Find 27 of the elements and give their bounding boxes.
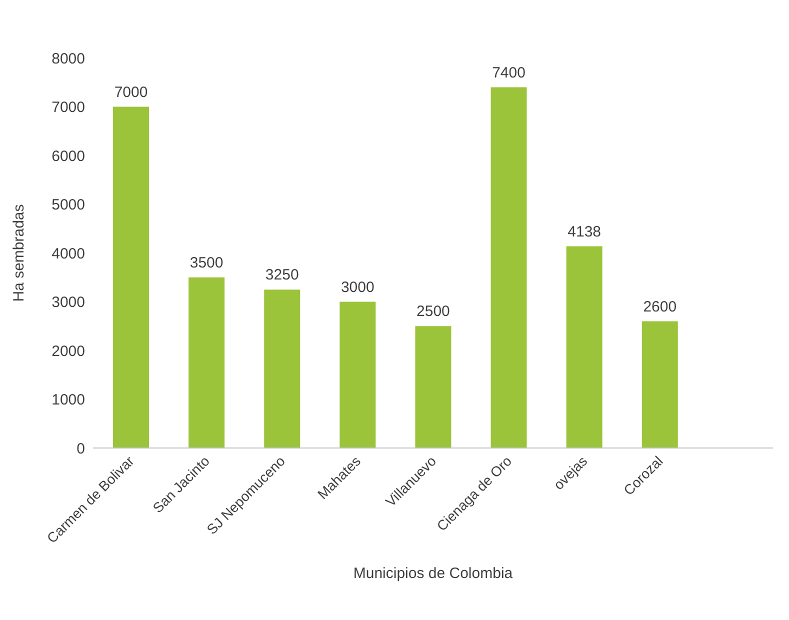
- bar: [415, 326, 452, 448]
- y-tick-label: 0: [76, 440, 85, 458]
- bar: [642, 321, 678, 448]
- bar: [113, 106, 149, 448]
- y-tick-label: 1000: [52, 392, 85, 409]
- data-label: 3000: [340, 278, 374, 296]
- bar: [566, 246, 602, 448]
- data-label: 2600: [643, 298, 677, 316]
- data-label: 4138: [568, 223, 602, 240]
- data-label: 7400: [492, 64, 526, 82]
- y-tick-label: 4000: [52, 245, 85, 262]
- y-axis-title: Ha sembradas: [10, 204, 28, 302]
- data-label: 7000: [114, 84, 148, 101]
- y-tick-label: 5000: [52, 196, 85, 214]
- x-axis-title: Municipios de Colombia: [353, 565, 514, 582]
- data-label: 3500: [190, 254, 224, 272]
- y-tick-label: 2000: [52, 342, 85, 360]
- bar: [188, 277, 225, 448]
- bar: [340, 302, 376, 448]
- y-tick-label: 7000: [52, 99, 85, 116]
- y-tick-label: 8000: [52, 50, 85, 68]
- bar: [490, 87, 527, 448]
- bar: [264, 290, 300, 448]
- data-label: 2500: [416, 303, 450, 320]
- y-tick-label: 6000: [52, 148, 85, 165]
- y-tick-label: 3000: [52, 294, 85, 312]
- data-label: 3250: [265, 266, 299, 284]
